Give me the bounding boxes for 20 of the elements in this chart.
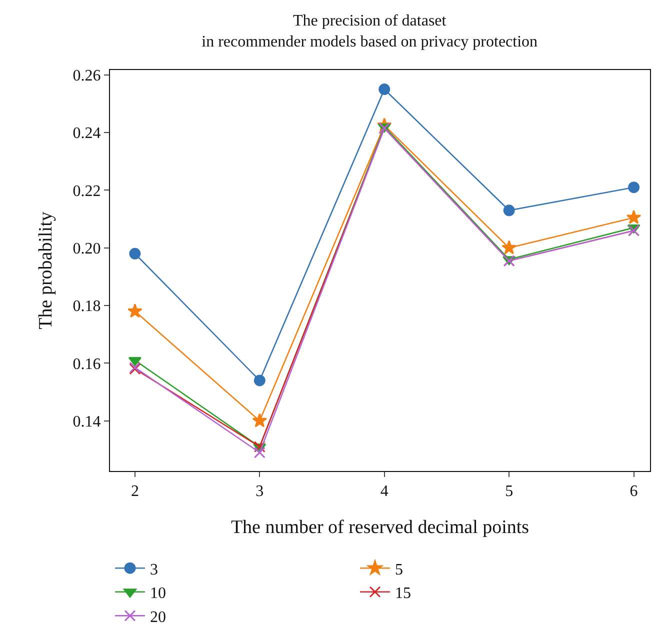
legend-label: 10 [150,585,166,602]
y-tick-label: 0.24 [72,125,101,142]
x-tick-label: 5 [505,483,514,500]
x-tick-label: 4 [380,483,388,500]
y-tick-label: 0.20 [72,240,101,258]
x-tick-label: 3 [256,483,264,500]
y-tick-label: 0.26 [72,68,101,84]
y-tick-label: 0.22 [72,182,101,200]
x-tick-label: 6 [630,483,638,500]
y-axis-title: The probability [36,211,57,330]
y-tick-label: 0.18 [72,298,101,316]
x-tick-label: 2 [130,483,139,500]
y-tick-label: 0.14 [72,413,101,430]
y-tick-label: 0.16 [72,356,101,373]
legend-label: 15 [395,585,411,602]
x-axis-title: The number of reserved decimal points [230,517,530,538]
legend-label: 20 [150,608,166,626]
chart-title: The precision of dataset in recommender models based on privacy protection [202,12,538,51]
legend-label: 3 [150,561,158,578]
legend-label: 5 [395,561,403,578]
